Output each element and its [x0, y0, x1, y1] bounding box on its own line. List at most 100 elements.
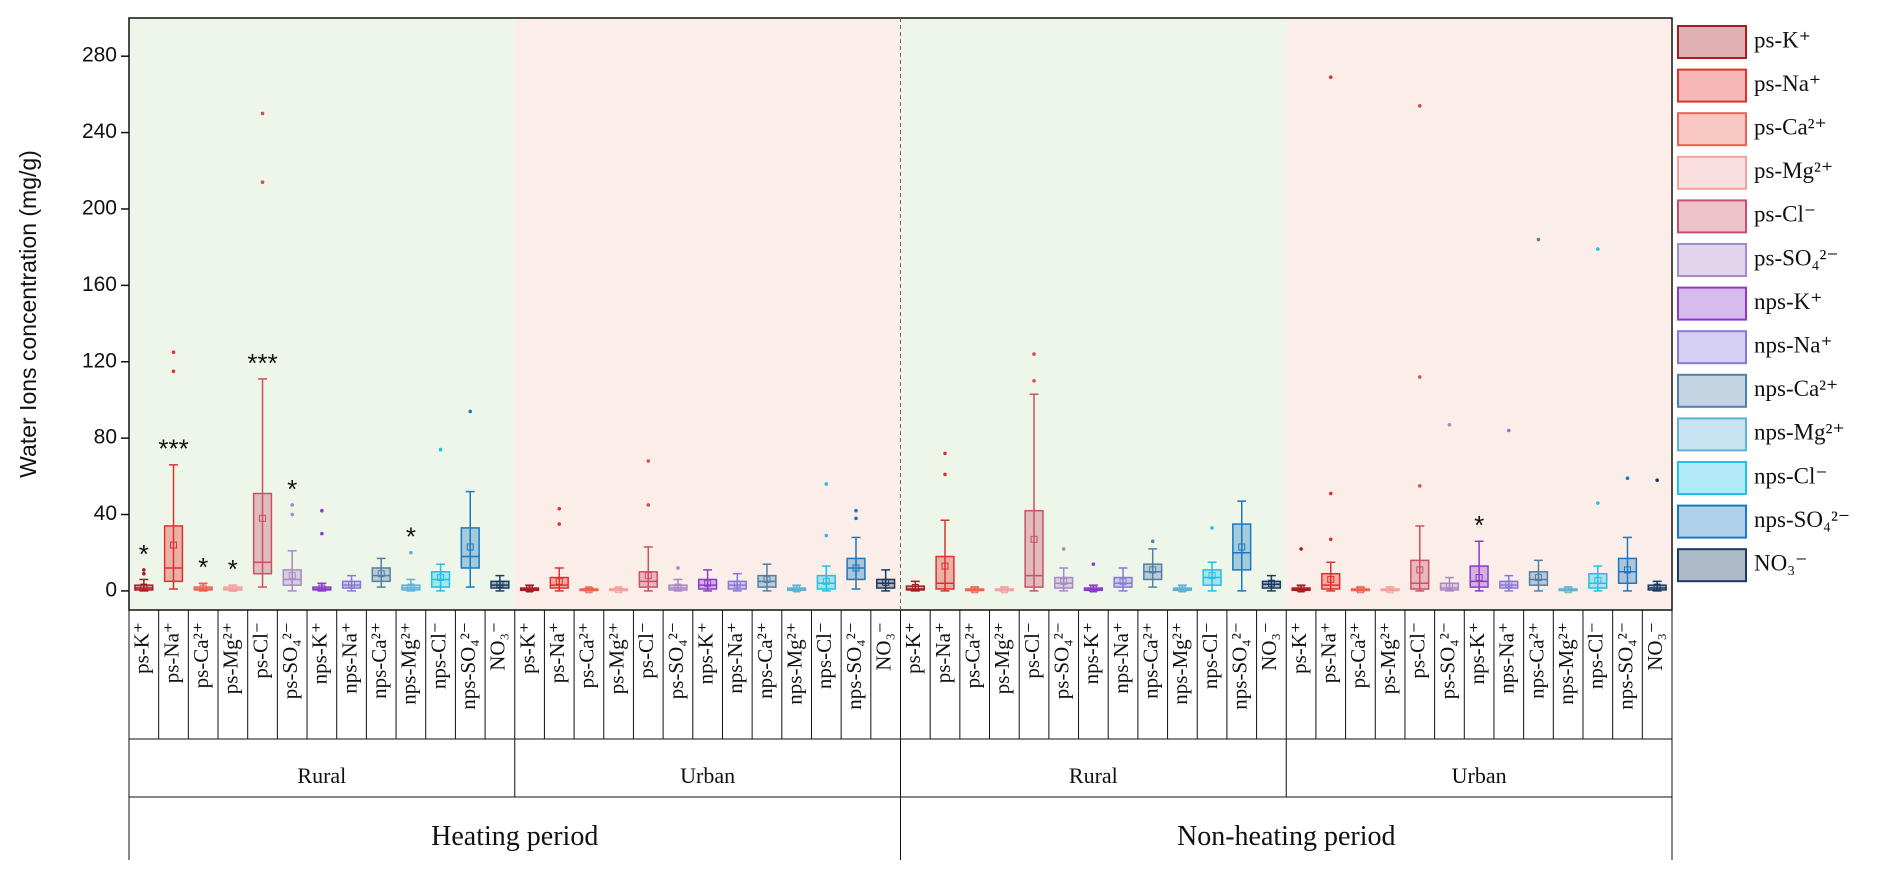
outlier: [1417, 104, 1422, 108]
mean: [1564, 586, 1572, 594]
y-tick-label: 160: [82, 273, 117, 296]
significance: ***: [158, 434, 188, 464]
x-tick-label: ps-K⁺: [515, 622, 539, 674]
outlier: [1328, 537, 1333, 542]
significance: *: [228, 554, 238, 584]
x-tick-label: nps-K⁺: [1465, 622, 1489, 684]
legend-label: nps-SO₄²⁻: [1754, 507, 1850, 532]
mean: [1208, 572, 1216, 580]
legend-swatch: [1677, 504, 1747, 539]
legend-label: nps-K⁺: [1754, 289, 1822, 314]
legend-label: ps-Na⁺: [1754, 71, 1821, 96]
legend-swatch: [1677, 68, 1747, 103]
box: [638, 571, 658, 588]
x-tick-label: ps-Mg²⁺: [1376, 622, 1400, 694]
outlier: [1536, 237, 1541, 242]
x-tick-label: nps-Mg²⁺: [1554, 622, 1578, 705]
mean: [1623, 566, 1631, 574]
mean: [585, 586, 593, 594]
mean: [763, 575, 771, 583]
x-tick-label: NO₃⁻: [1257, 622, 1281, 671]
x-tick-label: ps-Na⁺: [545, 622, 569, 683]
mean: [466, 543, 474, 551]
x-tick-label: nps-SO₄²⁻: [842, 622, 866, 710]
legend-label: ps-K⁺: [1754, 27, 1811, 52]
mean: [822, 577, 830, 585]
legend-label: ps-Cl⁻: [1754, 202, 1816, 227]
x-tick-label: nps-Cl⁻: [1584, 622, 1608, 689]
mean: [1119, 577, 1127, 585]
box: [1528, 571, 1549, 586]
mean: [1653, 583, 1661, 591]
x-tick-label: ps-K⁺: [130, 622, 154, 674]
x-tick-label: ps-Na⁺: [931, 622, 955, 683]
x-tick-label: ps-Ca²⁺: [960, 622, 984, 688]
mean: [377, 570, 385, 578]
outlier: [1328, 75, 1333, 79]
x-tick-label: nps-Na⁺: [1495, 622, 1519, 694]
x-tick-label: nps-Na⁺: [1109, 622, 1133, 694]
x-tick-label: nps-Ca²⁺: [367, 622, 391, 699]
mean: [1178, 585, 1186, 593]
legend-label: ps-Mg²⁺: [1754, 158, 1833, 183]
mean: [674, 583, 682, 591]
outlier: [943, 472, 947, 477]
mean: [793, 585, 801, 593]
x-tick-label: nps-Mg²⁺: [397, 622, 421, 705]
outlier: [1299, 547, 1303, 551]
x-tick-label: ps-SO₄²⁻: [664, 622, 688, 699]
outlier: [1417, 484, 1422, 488]
y-tick-label: 280: [82, 44, 117, 67]
box: [163, 525, 184, 583]
x-tick-label: nps-K⁺: [308, 622, 332, 684]
outlier: [1447, 422, 1452, 427]
y-tick-label: 80: [94, 426, 117, 449]
outlier: [824, 533, 829, 538]
mean: [1505, 580, 1513, 588]
mean: [1089, 585, 1097, 593]
legend-swatch: [1677, 461, 1747, 495]
x-tick-label: nps-Mg²⁺: [782, 622, 806, 705]
legend-swatch: [1677, 243, 1747, 277]
area-background: [900, 18, 1287, 610]
outlier: [1506, 428, 1511, 433]
outlier: [854, 508, 858, 513]
y-tick-label: 40: [94, 502, 117, 525]
box: [1469, 565, 1489, 588]
outlier: [142, 568, 146, 572]
x-tick-label: ps-Ca²⁺: [1346, 622, 1370, 688]
box: [1113, 576, 1133, 588]
outlier: [290, 503, 295, 507]
outlier: [1328, 491, 1333, 496]
x-tick-label: ps-Ca²⁺: [575, 622, 599, 688]
outlier: [1596, 501, 1600, 505]
legend-swatch: [1677, 330, 1747, 365]
mean: [1297, 585, 1305, 593]
y-axis-label: Water Ions concentration (mg/g): [15, 150, 41, 478]
box: [905, 585, 925, 591]
mean: [1356, 586, 1364, 594]
outlier: [1091, 562, 1096, 566]
area-label: Urban: [1452, 763, 1507, 788]
area-label: Rural: [1069, 763, 1118, 788]
mean: [704, 579, 712, 587]
x-tick-label: ps-SO₄²⁻: [1435, 622, 1459, 699]
x-tick-label: ps-K⁺: [901, 622, 925, 674]
outlier: [142, 571, 146, 576]
x-tick-label: ps-Cl⁻: [634, 622, 658, 679]
legend-label: nps-Ca²⁺: [1754, 376, 1838, 401]
box: [816, 574, 836, 590]
legend-swatch: [1677, 417, 1747, 452]
legend-swatch: [1677, 199, 1747, 234]
significance: *: [406, 522, 416, 552]
box: [1617, 557, 1638, 585]
period-label: Heating period: [431, 821, 598, 852]
mean: [437, 574, 445, 582]
significance: *: [1474, 510, 1484, 540]
mean: [199, 584, 207, 592]
y-tick-label: 240: [82, 120, 117, 143]
x-tick-label: nps-Ca²⁺: [1139, 622, 1163, 699]
mean: [1149, 566, 1157, 574]
legend-label: ps-Ca²⁺: [1754, 114, 1827, 139]
y-tick-label: 200: [82, 197, 117, 220]
